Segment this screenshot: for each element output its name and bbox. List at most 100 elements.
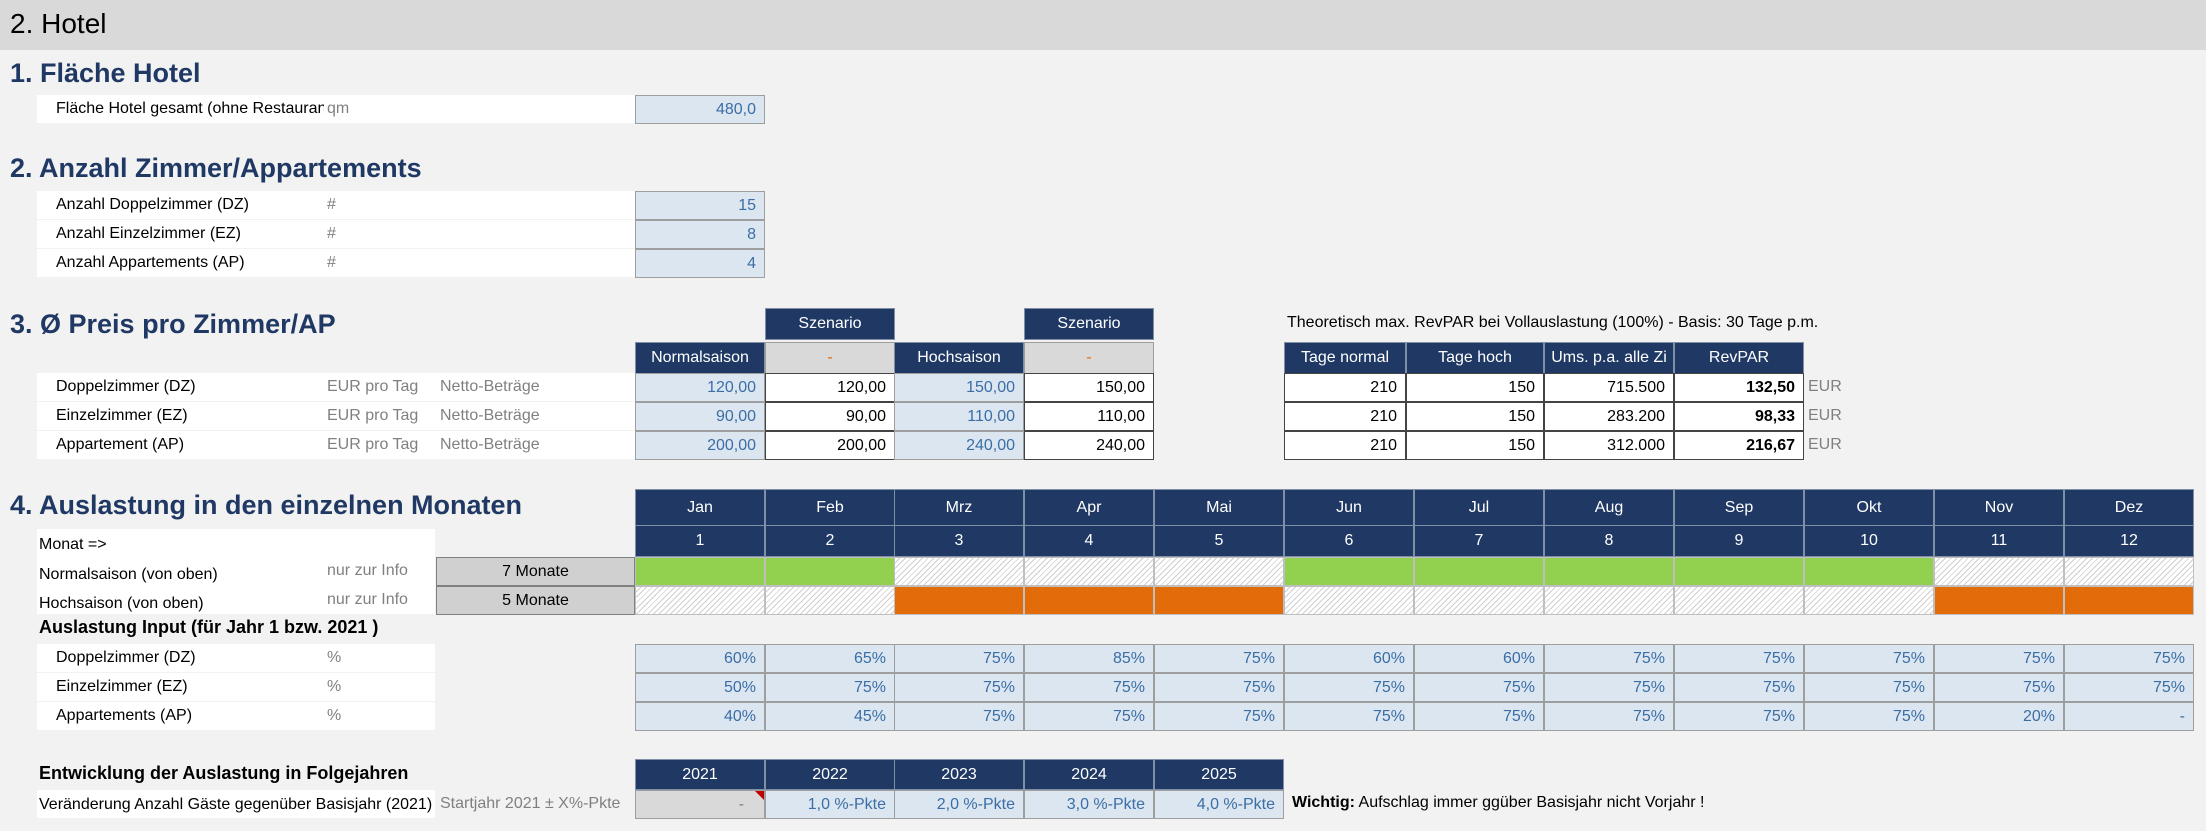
comment-indicator-icon[interactable]	[755, 791, 764, 800]
price-scenario-2: 240,00	[1024, 431, 1154, 460]
occupancy-input[interactable]: 75%	[1544, 702, 1674, 731]
occupancy-row-bg	[37, 644, 435, 672]
month-header: Nov	[1934, 489, 2064, 526]
occupancy-input[interactable]: 75%	[1154, 644, 1284, 673]
revpar-table-header: Ums. p.a. alle Zi	[1544, 342, 1674, 374]
month-header: Jun	[1284, 489, 1414, 526]
occupancy-input[interactable]: 20%	[1934, 702, 2064, 731]
month-number-header: 1	[635, 525, 765, 557]
occupancy-input[interactable]: 75%	[1674, 702, 1804, 731]
dev-base-cell: -	[635, 790, 765, 819]
normalsaison-cell	[635, 557, 765, 586]
occupancy-input[interactable]: 75%	[1024, 702, 1154, 731]
price-normal-input[interactable]: 90,00	[635, 402, 765, 431]
occupancy-input[interactable]: 75%	[894, 644, 1024, 673]
occupancy-input[interactable]: 75%	[1024, 673, 1154, 702]
occupancy-input[interactable]: 75%	[765, 673, 895, 702]
room-count-input[interactable]: 15	[635, 191, 765, 220]
month-number-header: 9	[1674, 525, 1804, 557]
occupancy-input[interactable]: 75%	[1934, 644, 2064, 673]
price-scenario-1: 200,00	[765, 431, 895, 460]
year-header: 2021	[635, 759, 765, 790]
dev-input[interactable]: 2,0 %-Pkte	[894, 790, 1024, 819]
occupancy-input[interactable]: 75%	[1544, 673, 1674, 702]
wichtig-label: Wichtig:	[1292, 794, 1355, 811]
occupancy-input[interactable]: 40%	[635, 702, 765, 731]
price-hoch-input[interactable]: 110,00	[894, 402, 1024, 431]
occupancy-input[interactable]: 75%	[1154, 673, 1284, 702]
occupancy-input[interactable]: 75%	[1154, 702, 1284, 731]
occupancy-input[interactable]: 75%	[1674, 644, 1804, 673]
occupancy-input[interactable]: 75%	[1934, 673, 2064, 702]
occupancy-input[interactable]: 45%	[765, 702, 895, 731]
normalsaison-cell	[1284, 557, 1414, 586]
month-header: Aug	[1544, 489, 1674, 526]
dev-row-bg	[37, 790, 435, 818]
dev-input[interactable]: 4,0 %-Pkte	[1154, 790, 1284, 819]
area-input[interactable]: 480,0	[635, 95, 765, 124]
month-number-header: 6	[1284, 525, 1414, 557]
occupancy-input[interactable]: 75%	[1804, 702, 1934, 731]
price-row-label: Appartement (AP)	[56, 436, 185, 453]
occupancy-input[interactable]: 75%	[1284, 673, 1414, 702]
dev-input[interactable]: 3,0 %-Pkte	[1024, 790, 1154, 819]
hochsaison-cell	[635, 586, 765, 615]
price-normal-input[interactable]: 200,00	[635, 431, 765, 460]
occupancy-row-bg	[37, 702, 435, 730]
occupancy-input[interactable]: 75%	[2064, 673, 2194, 702]
occupancy-input[interactable]: 60%	[635, 644, 765, 673]
room-count-unit: #	[327, 225, 336, 242]
occupancy-input[interactable]: 75%	[894, 702, 1024, 731]
occupancy-row-label: Appartements (AP)	[56, 707, 193, 724]
hochsaison-cell	[1674, 586, 1804, 615]
hochsaison-cell	[1544, 586, 1674, 615]
price-hoch-input[interactable]: 150,00	[894, 373, 1024, 402]
occupancy-input[interactable]: 65%	[765, 644, 895, 673]
occupancy-row-unit: %	[327, 649, 342, 666]
revpar-currency: EUR	[1808, 378, 1842, 395]
hochsaison-cell	[1154, 586, 1284, 615]
month-header: Jul	[1414, 489, 1544, 526]
revpar-note: Theoretisch max. RevPAR bei Vollauslastu…	[1287, 314, 1819, 331]
occupancy-input[interactable]: 75%	[1284, 702, 1414, 731]
revpar-value: 132,50	[1674, 373, 1804, 402]
room-count-input[interactable]: 4	[635, 249, 765, 278]
area-row-bg	[37, 95, 635, 123]
occupancy-input[interactable]: 75%	[894, 673, 1024, 702]
month-number-header: 12	[2064, 525, 2194, 557]
section-1-title: 1. Fläche Hotel	[10, 58, 201, 88]
monat-row-bg	[37, 529, 435, 557]
area-label: Fläche Hotel gesamt (ohne Restaurant)	[56, 100, 324, 117]
price-row-unit: EUR pro Tag	[327, 436, 419, 453]
monat-label: Monat =>	[39, 536, 107, 553]
hochsaison-count: 5 Monate	[436, 586, 635, 615]
occupancy-input[interactable]: -	[2064, 702, 2194, 731]
occupancy-input[interactable]: 75%	[1414, 702, 1544, 731]
occupancy-input[interactable]: 75%	[1414, 673, 1544, 702]
price-hoch-input[interactable]: 240,00	[894, 431, 1024, 460]
wichtig-note: Wichtig: Aufschlag immer ggüber Basisjah…	[1292, 794, 1704, 812]
occupancy-input[interactable]: 75%	[2064, 644, 2194, 673]
occupancy-input[interactable]: 50%	[635, 673, 765, 702]
room-count-input[interactable]: 8	[635, 220, 765, 249]
occupancy-input[interactable]: 60%	[1284, 644, 1414, 673]
year-header: 2022	[765, 759, 895, 790]
dev-input[interactable]: 1,0 %-Pkte	[765, 790, 895, 819]
occupancy-input[interactable]: 60%	[1414, 644, 1544, 673]
price-normal-input[interactable]: 120,00	[635, 373, 765, 402]
section-2-title: 2. Anzahl Zimmer/Appartements	[10, 153, 422, 183]
occupancy-input[interactable]: 75%	[1804, 673, 1934, 702]
hochsaison-cell	[2064, 586, 2194, 615]
occupancy-input[interactable]: 75%	[1804, 644, 1934, 673]
month-number-header: 2	[765, 525, 895, 557]
room-count-unit: #	[327, 196, 336, 213]
normalsaison-cell	[1934, 557, 2064, 586]
revpar-tage-hoch: 150	[1406, 431, 1544, 460]
occupancy-row-label: Doppelzimmer (DZ)	[56, 649, 196, 666]
occupancy-input[interactable]: 75%	[1544, 644, 1674, 673]
month-number-header: 8	[1544, 525, 1674, 557]
room-count-label: Anzahl Einzelzimmer (EZ)	[56, 225, 241, 242]
occupancy-input[interactable]: 75%	[1674, 673, 1804, 702]
occupancy-input[interactable]: 85%	[1024, 644, 1154, 673]
price-row-bg	[37, 431, 635, 459]
